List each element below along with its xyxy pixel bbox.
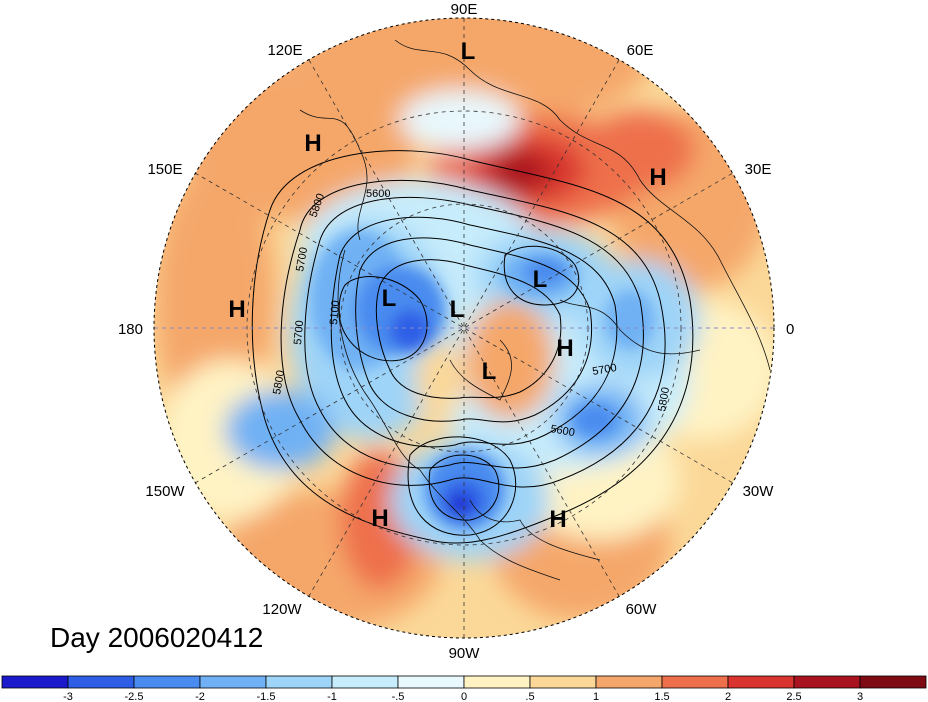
- lon-label-0: 0: [786, 321, 794, 338]
- colorbar-tick-label: 2.5: [786, 691, 801, 702]
- low-pressure-marker: L: [450, 296, 465, 323]
- colorbar-swatch: [727, 675, 795, 689]
- colorbar-labels: -3 -2.5 -2 -1.5 -1 -.5 0 .5 1 1.5 2 2.5 3: [63, 691, 863, 702]
- colorbar-swatch: [67, 675, 135, 689]
- lon-label-120w: 120W: [262, 601, 302, 618]
- lon-label-150w: 150W: [145, 483, 185, 500]
- lon-label-30e: 30E: [745, 161, 772, 178]
- colorbar-swatch: [463, 675, 531, 689]
- contour-label: 5100: [328, 300, 342, 325]
- colorbar-tick-label: -.5: [392, 691, 405, 702]
- colorbar: [1, 675, 927, 689]
- high-pressure-marker: H: [228, 296, 245, 323]
- colorbar-tick-label: -2.5: [125, 691, 144, 702]
- colorbar-swatch: [331, 675, 399, 689]
- lon-label-90w: 90W: [449, 645, 481, 662]
- contour-label: 5600: [366, 188, 390, 200]
- colorbar-swatch: [133, 675, 201, 689]
- colorbar-tick-label: .5: [525, 691, 534, 702]
- contour-label: 5800: [656, 386, 672, 412]
- contour-label: 5700: [292, 320, 306, 345]
- colorbar-tick-label: -1.5: [257, 691, 276, 702]
- low-pressure-marker: L: [482, 358, 497, 385]
- colorbar-swatch: [661, 675, 729, 689]
- colorbar-tick-label: 1: [593, 691, 599, 702]
- colorbar-swatch: [793, 675, 861, 689]
- coastlines: [299, 39, 771, 581]
- high-pressure-marker: H: [549, 506, 566, 533]
- low-pressure-marker: L: [461, 38, 476, 65]
- colorbar-tick-label: 0: [461, 691, 467, 702]
- height-contours: [251, 150, 694, 544]
- lon-label-150e: 150E: [147, 161, 182, 178]
- colorbar-swatch: [199, 675, 267, 689]
- contour-label: 5800: [271, 369, 287, 395]
- colorbar-tick-label: -1: [327, 691, 337, 702]
- colorbar-tick-label: 3: [857, 691, 863, 702]
- contour-label: 5700: [591, 362, 617, 378]
- lon-label-90e: 90E: [451, 1, 478, 18]
- longitude-labels: 90E 60E 30E 0 30W 60W 90W 120W 150W 180 …: [118, 1, 794, 662]
- high-pressure-marker: H: [556, 335, 573, 362]
- pressure-centers: L H H H L L L H L H H: [228, 38, 666, 533]
- lon-label-30w: 30W: [743, 483, 775, 500]
- colorbar-tick-label: 2: [725, 691, 731, 702]
- lon-label-180: 180: [118, 321, 143, 338]
- page-title: Day 2006020412: [50, 622, 263, 653]
- contour-label: 5600: [549, 423, 575, 439]
- colorbar-swatch: [529, 675, 597, 689]
- colorbar-swatch: [265, 675, 333, 689]
- low-pressure-marker: L: [382, 285, 397, 312]
- lon-label-60w: 60W: [626, 601, 658, 618]
- lon-label-120e: 120E: [267, 42, 302, 59]
- colorbar-swatch: [1, 675, 69, 689]
- high-pressure-marker: H: [649, 164, 666, 191]
- colorbar-swatch: [397, 675, 465, 689]
- high-pressure-marker: H: [304, 130, 321, 157]
- high-pressure-marker: H: [371, 505, 388, 532]
- colorbar-swatch: [859, 675, 927, 689]
- colorbar-tick-label: -2: [195, 691, 205, 702]
- colorbar-swatch: [595, 675, 663, 689]
- colorbar-tick-label: -3: [63, 691, 73, 702]
- map-boundary: [153, 17, 775, 639]
- low-pressure-marker: L: [533, 266, 548, 293]
- contour-label: 5700: [294, 246, 310, 272]
- lon-label-60e: 60E: [627, 42, 654, 59]
- colorbar-tick-label: 1.5: [654, 691, 669, 702]
